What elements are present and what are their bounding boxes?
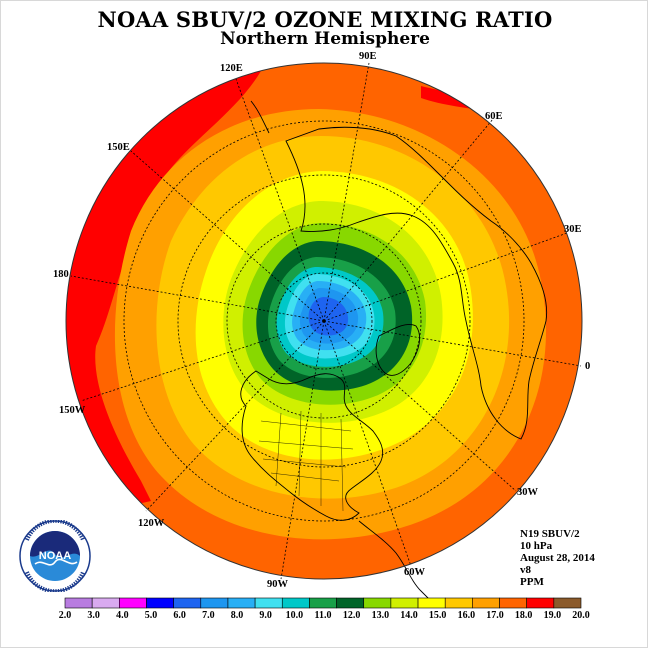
colorbar-swatch <box>227 597 256 609</box>
colorbar-swatch <box>526 597 555 609</box>
coastline-eurasia <box>285 126 548 440</box>
colorbar-swatch <box>417 597 446 609</box>
colorbar-swatch <box>390 597 419 609</box>
map-border <box>65 62 583 580</box>
lon-label-30e: 30E <box>564 224 582 235</box>
colorbar-swatch <box>472 597 500 609</box>
colorbar <box>64 597 582 609</box>
version-label: v8 <box>520 564 531 576</box>
noaa-logo-text: NOAA <box>39 550 71 562</box>
colorbar-tick-label: 17.0 <box>486 610 504 621</box>
noaa-logo-icon: NOAA <box>19 518 91 594</box>
colorbar-tick-label: 18.0 <box>514 610 533 621</box>
colorbar-swatch <box>309 597 337 609</box>
coastlines <box>240 100 548 602</box>
date-label: August 28, 2014 <box>520 552 595 564</box>
colorbar-tick-label: 8.0 <box>230 610 244 621</box>
lon-label-120w: 120W <box>138 518 165 529</box>
lon-label-60w: 60W <box>404 567 425 578</box>
lon-label-0: 0 <box>585 361 591 372</box>
colorbar-tick-label: 9.0 <box>259 610 272 621</box>
coastline-south-america <box>358 520 432 602</box>
coastline-greenland <box>375 324 421 376</box>
colorbar-swatch <box>254 597 283 609</box>
colorbar-swatch <box>553 597 582 609</box>
instrument-label: N19 SBUV/2 <box>520 528 580 540</box>
colorbar-tick-label: 3.0 <box>87 610 100 621</box>
colorbar-swatch <box>200 597 229 609</box>
colorbar-swatch <box>499 597 527 609</box>
colorbar-swatch <box>444 597 473 609</box>
colorbar-tick-label: 19.0 <box>543 610 562 621</box>
colorbar-swatch <box>336 597 365 609</box>
field-c6 <box>308 297 349 336</box>
colorbar-tick-label: 4.0 <box>116 610 129 621</box>
colorbar-swatch <box>146 597 174 609</box>
colorbar-tick-label: 2.0 <box>58 610 72 621</box>
lon-label-30w: 30W <box>517 487 538 498</box>
colorbar-swatch <box>91 597 120 609</box>
lon-label-180: 180 <box>53 269 69 280</box>
lon-label-150e: 150E <box>107 142 130 153</box>
colorbar-tick-label: 16.0 <box>457 610 476 621</box>
pressure-label: 10 hPa <box>520 540 553 552</box>
colorbar-tick-label: 10.0 <box>285 610 304 621</box>
noaa-logo: NOAA <box>19 518 91 594</box>
colorbar-tick-label: 5.0 <box>144 610 158 621</box>
lon-label-90w: 90W <box>267 579 288 590</box>
coastline-north-america <box>240 370 384 521</box>
lon-label-60e: 60E <box>485 111 503 122</box>
us-state-lines <box>258 410 354 512</box>
coastline-japan <box>250 100 270 134</box>
lon-label-150w: 150W <box>59 405 86 416</box>
graticule <box>70 62 582 580</box>
page-subtitle: Northern Hemisphere <box>220 29 430 49</box>
colorbar-swatch <box>119 597 147 609</box>
colorbar-swatch <box>363 597 392 609</box>
colorbar-tick-label: 12.0 <box>342 610 361 621</box>
lon-label-120e: 120E <box>220 63 243 74</box>
colorbar-swatch <box>281 597 310 609</box>
colorbar-tick-label: 13.0 <box>371 610 390 621</box>
colorbar-tick-label: 15.0 <box>428 610 447 621</box>
colorbar-tick-label: 14.0 <box>400 610 418 621</box>
colorbar-swatch <box>173 597 202 609</box>
colorbar-tick-label: 6.0 <box>173 610 186 621</box>
page-title: NOAA SBUV/2 OZONE MIXING RATIO <box>97 7 553 32</box>
colorbar-tick-label: 20.0 <box>572 610 590 621</box>
colorbar-tick-label: 7.0 <box>202 610 215 621</box>
field-c19-west <box>66 71 261 521</box>
lon-label-90e: 90E <box>359 51 377 62</box>
units-label: PPM <box>520 576 544 588</box>
colorbar-swatch <box>64 597 93 609</box>
colorbar-tick-label: 11.0 <box>314 610 332 621</box>
